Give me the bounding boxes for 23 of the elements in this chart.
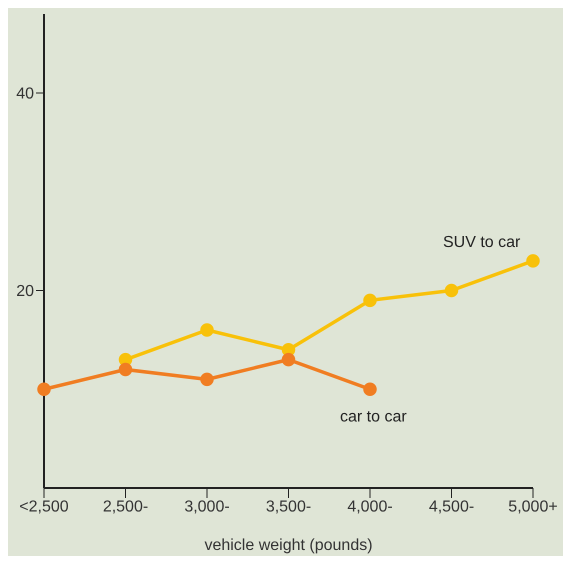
point: [526, 254, 540, 268]
x-tick-label: 5,000+: [508, 498, 558, 516]
x-axis-title: vehicle weight (pounds): [204, 537, 373, 554]
series-label: SUV to car: [443, 234, 522, 251]
point: [444, 284, 458, 298]
point: [118, 352, 132, 366]
series-label: car to car: [340, 408, 408, 426]
x-tick-label: 3,000-: [184, 498, 230, 516]
point: [282, 343, 296, 356]
point: [363, 294, 377, 308]
point: [200, 323, 214, 337]
x-tick-label: 2,500-: [102, 498, 148, 516]
point: [200, 372, 214, 386]
x-tick-label: 4,000-: [347, 498, 393, 516]
point: [37, 382, 51, 396]
point: [363, 382, 377, 396]
point: [282, 352, 296, 366]
point: [118, 362, 132, 376]
x-tick-label: 4,500-: [428, 498, 474, 516]
x-tick-label: <2,500: [19, 498, 69, 516]
x-tick-label: 3,500-: [266, 498, 312, 516]
y-tick-label: 20: [16, 283, 34, 300]
y-tick-label: 40: [16, 86, 34, 103]
